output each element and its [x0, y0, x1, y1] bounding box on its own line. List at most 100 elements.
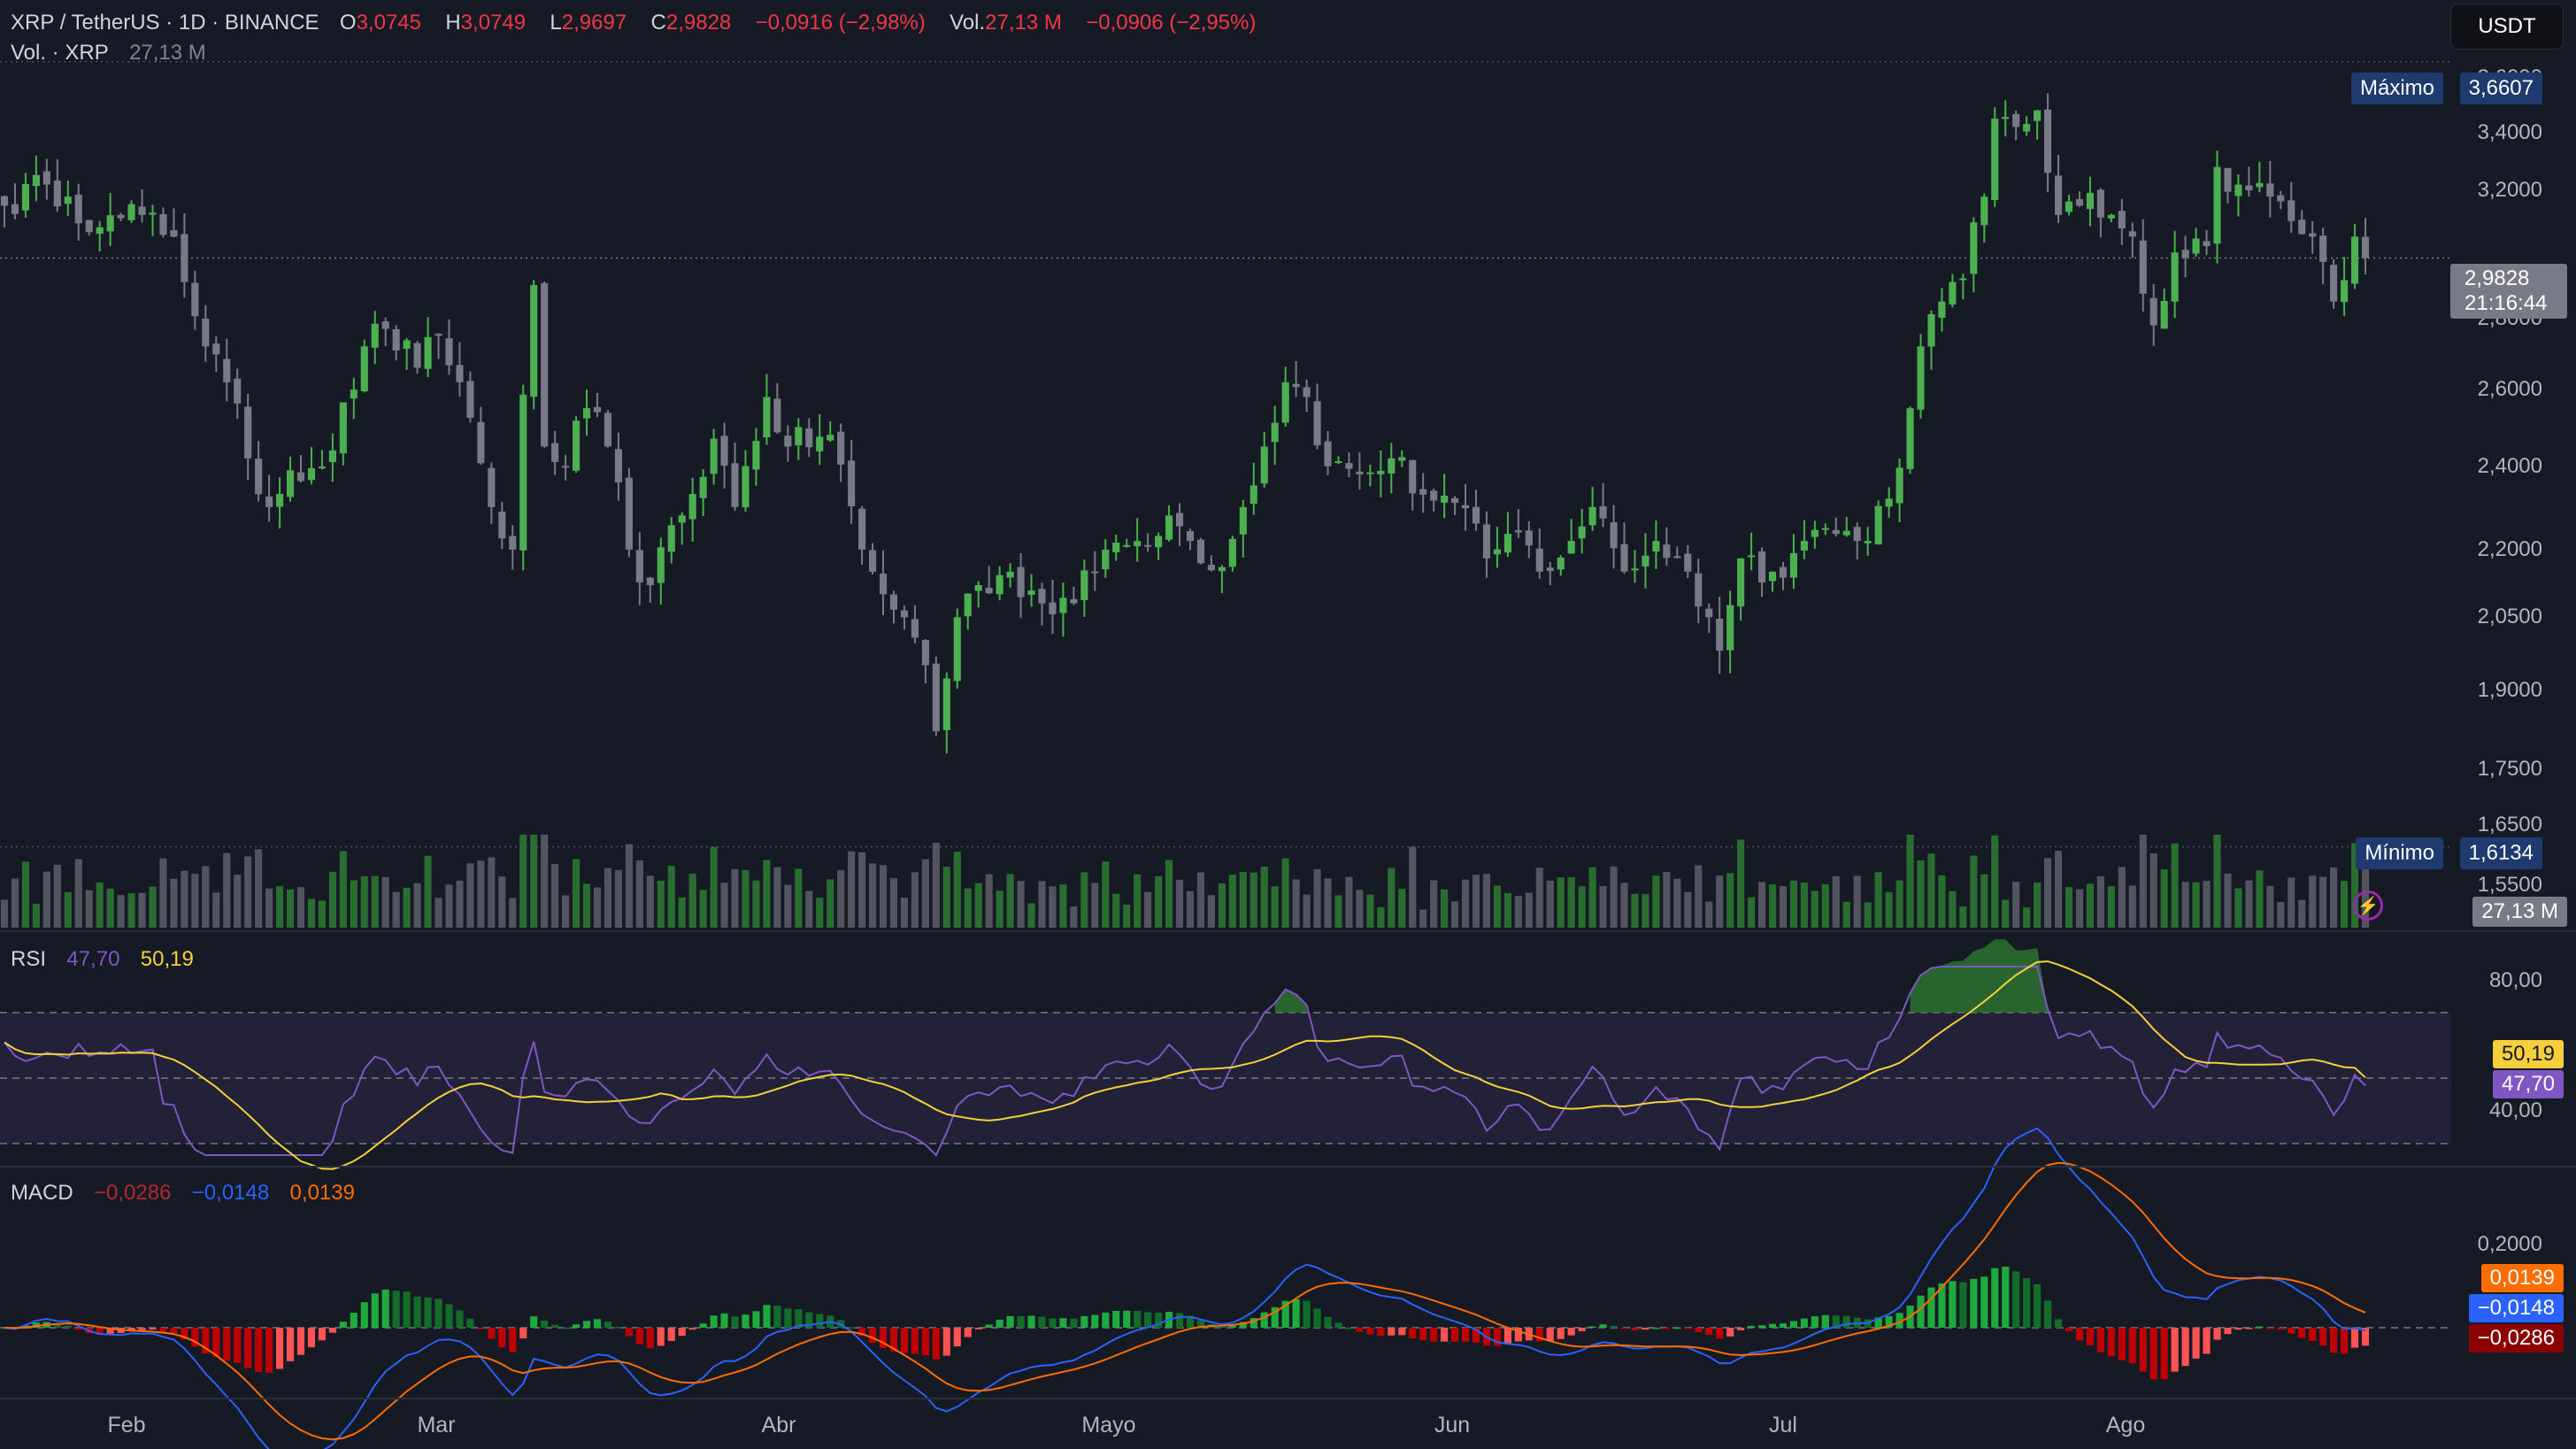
candlesticks[interactable]: [0, 93, 2370, 754]
volume-bar: [2319, 876, 2327, 928]
volume-bar: [1493, 885, 1502, 928]
volume-bar: [1080, 872, 1088, 928]
candle-body: [2309, 233, 2317, 237]
candle-body: [1102, 549, 1110, 570]
volume-bar: [1303, 894, 1311, 928]
rsi-pane[interactable]: [0, 939, 2451, 1170]
volume-bar: [1070, 906, 1078, 928]
candle-body: [2319, 235, 2327, 262]
volume-bar: [275, 886, 284, 928]
macd-histogram-bar: [403, 1291, 411, 1328]
volume-bar: [149, 886, 157, 928]
volume-bar: [1324, 878, 1332, 928]
volume-bar: [1123, 905, 1131, 928]
volume-bar: [1779, 886, 1788, 928]
macd-histogram-bar: [625, 1328, 633, 1337]
volume-bar: [1599, 885, 1607, 928]
candle-body: [106, 215, 114, 232]
macd-histogram-bar: [1175, 1313, 1184, 1328]
candle-body: [2181, 250, 2189, 258]
volume-bar: [805, 890, 813, 928]
macd-histogram-bar: [350, 1313, 358, 1328]
candle-body: [138, 206, 146, 215]
volume-bar: [1334, 895, 1342, 928]
lightning-icon[interactable]: ⚡: [2353, 890, 2383, 921]
candle-body: [2023, 124, 2031, 132]
candle-body: [1842, 530, 1850, 536]
volume-indicator-label: Vol. · XRP: [11, 41, 109, 65]
volume-bar: [1959, 906, 1967, 928]
macd-histogram-bar: [2341, 1328, 2349, 1354]
macd-histogram-bar: [1811, 1316, 1819, 1328]
symbol-legend[interactable]: XRP / TetherUS · 1D · BINANCE O3,0745 H3…: [11, 11, 1256, 35]
candle-body: [2034, 110, 2042, 121]
macd-histogram-bar: [562, 1327, 570, 1330]
candle-body: [1726, 605, 1734, 651]
macd-histogram-bar: [985, 1324, 993, 1328]
macd-histogram-bar: [2002, 1266, 2010, 1328]
macd-histogram-bar: [1726, 1328, 1734, 1337]
currency-button[interactable]: USDT: [2450, 4, 2564, 50]
volume-bar: [1345, 876, 1353, 928]
volume-bar: [413, 883, 421, 928]
volume-bar: [1684, 891, 1692, 928]
candle-body: [614, 449, 622, 482]
candle-body: [96, 227, 104, 235]
volume-legend[interactable]: Vol. · XRP 27,13 M: [11, 41, 206, 66]
candle-body: [1155, 536, 1163, 548]
macd-label: MACD: [11, 1181, 73, 1205]
rsi-tick-40: 40,00: [2488, 1098, 2542, 1122]
macd-histogram-bar: [96, 1328, 104, 1335]
volume-bar: [1705, 901, 1713, 928]
macd-histogram-bar: [1684, 1328, 1692, 1330]
volume-bar: [2192, 882, 2200, 928]
candle-body: [1324, 441, 1332, 466]
macd-histogram-bar: [964, 1328, 972, 1337]
macd-legend[interactable]: MACD −0,0286 −0,0148 0,0139: [11, 1181, 355, 1206]
volume-bar: [763, 859, 771, 928]
volume-bar: [307, 898, 316, 928]
candle-body: [1377, 470, 1385, 474]
volume-bar: [1218, 883, 1226, 928]
macd-histogram-bar: [1218, 1326, 1226, 1329]
volume-bar: [0, 899, 9, 928]
candle-body: [1684, 553, 1692, 572]
candle-body: [1821, 528, 1829, 530]
volume-bar: [795, 868, 803, 928]
candle-body: [2298, 220, 2306, 235]
candle-body: [657, 547, 665, 583]
macd-histogram-bar: [604, 1322, 612, 1328]
macd-pane[interactable]: [0, 1127, 2451, 1449]
rsi-legend[interactable]: RSI 47,70 50,19: [11, 947, 194, 972]
macd-histogram-bar: [1377, 1328, 1385, 1337]
volume-bar: [2309, 875, 2317, 928]
candle-body: [1578, 526, 1586, 539]
candle-body: [350, 389, 358, 399]
candle-body: [1409, 459, 1417, 494]
candle-body: [784, 435, 792, 447]
open-label: O: [339, 11, 357, 35]
candle-body: [1038, 589, 1046, 604]
macd-histogram-bar: [1313, 1308, 1321, 1328]
candle-body: [2086, 192, 2095, 210]
symbol-title[interactable]: XRP / TetherUS · 1D · BINANCE: [11, 11, 319, 35]
candle-body: [551, 443, 559, 462]
volume-bar: [1250, 872, 1257, 928]
macd-histogram-bar: [106, 1328, 114, 1334]
volume-bar: [1927, 853, 1935, 928]
macd-histogram-bar: [1673, 1327, 1681, 1330]
macd-histogram-bar: [509, 1328, 517, 1353]
macd-histogram-bar: [1842, 1315, 1850, 1328]
macd-histogram-bar: [1017, 1315, 1025, 1328]
macd-histogram-bar: [1366, 1328, 1374, 1335]
candle-body: [1610, 521, 1618, 549]
candle-body: [117, 214, 125, 219]
candle-body: [1049, 602, 1057, 615]
candle-body: [582, 408, 591, 419]
volume-bar: [64, 891, 72, 928]
volume-bar: [1949, 890, 1957, 928]
time-label-ago: Ago: [2105, 1413, 2146, 1437]
volume-bar: [2203, 881, 2211, 928]
